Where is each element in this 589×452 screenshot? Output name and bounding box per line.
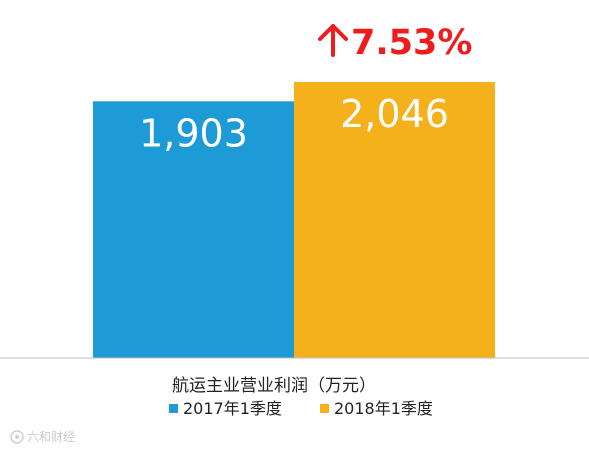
bars-layer [93,82,495,359]
arrow-up-icon [318,24,348,57]
watermark-text: 六和财经 [27,430,75,444]
legend-label-2018: 2018年1季度 [334,399,433,418]
legend-label-2017: 2017年1季度 [183,399,282,418]
legend-item-2018: 2018年1季度 [320,399,433,418]
x-axis-label: 航运主业营业利润（万元） [172,376,376,396]
watermark: 六和财经 [10,430,75,444]
bar-1 [93,101,294,359]
change-annotation: 7.53% [318,23,472,63]
data-labels-layer: 1,903 2,046 [139,92,449,155]
bar-value-label-2: 2,046 [340,92,449,136]
change-percentage: 7.53% [351,23,472,63]
legend-item-2017: 2017年1季度 [169,399,282,418]
legend-swatch-2017 [169,404,178,413]
bar-2 [294,82,495,358]
bar-value-label-1: 1,903 [139,111,248,155]
legend: 2017年1季度 2018年1季度 [169,399,433,418]
legend-swatch-2018 [320,404,329,413]
watermark-logo-icon [10,430,24,444]
